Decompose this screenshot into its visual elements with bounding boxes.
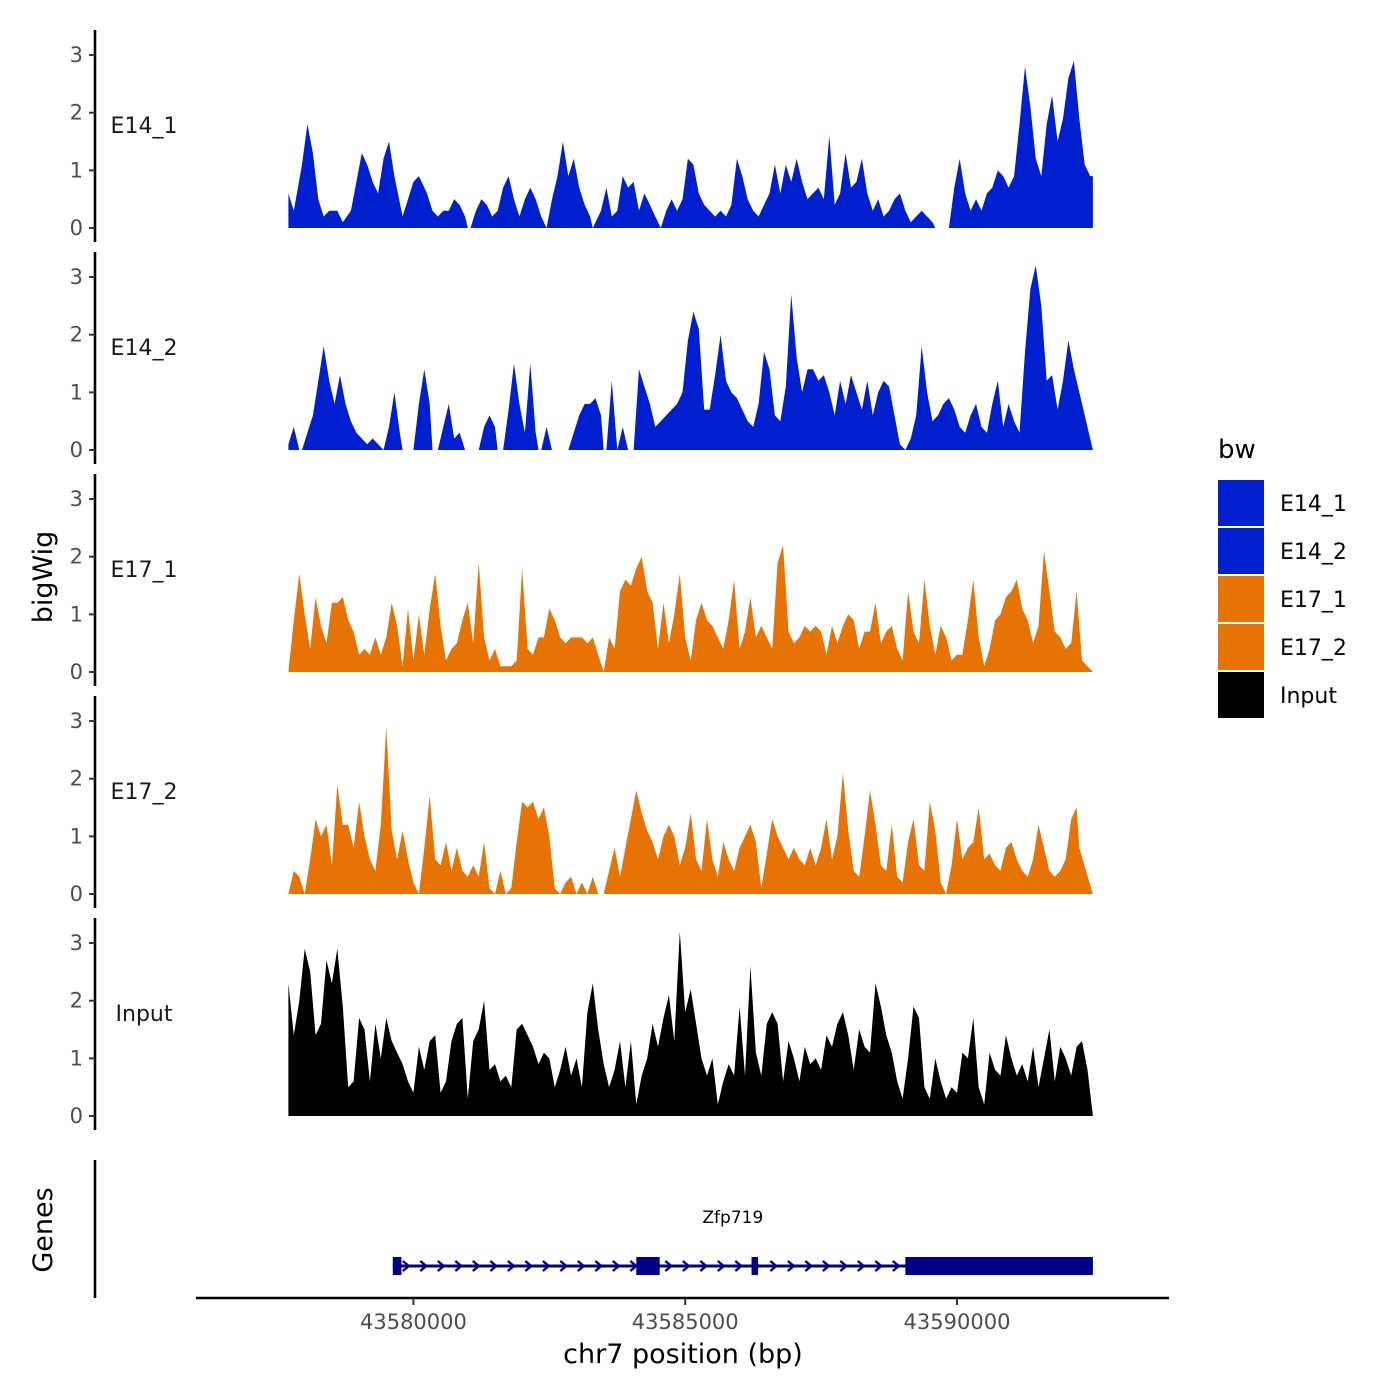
strand-arrow [542, 1260, 551, 1272]
track-label: Input [116, 1002, 173, 1027]
legend-label: E14_2 [1280, 540, 1347, 565]
legend-label: Input [1280, 684, 1337, 709]
legend-key-e17-1 [1218, 576, 1264, 622]
coverage-area [288, 60, 1093, 228]
track-label: E14_1 [111, 114, 178, 139]
genes-panel: Zfp719 [93, 1160, 1093, 1298]
track-e17-1: 0 1 2 3 E17_1 [70, 474, 1093, 686]
strand-arrow [857, 1260, 866, 1272]
y-tick-label: 1 [70, 380, 83, 404]
y-tick-label: 3 [70, 487, 83, 511]
y-tick-label: 0 [70, 216, 83, 240]
strand-arrow [822, 1260, 831, 1272]
y-axis-title: bigWig [28, 531, 59, 624]
strand-arrow [892, 1260, 901, 1272]
legend: bw E14_1 E14_2 E17_1 E17_2 Input [1218, 435, 1347, 718]
legend-key-input [1218, 672, 1264, 718]
gene-exon [751, 1257, 759, 1275]
y-tick-label: 0 [70, 438, 83, 462]
y-tick-label: 0 [70, 660, 83, 684]
legend-key-e17-2 [1218, 624, 1264, 670]
strand-arrow [717, 1260, 726, 1272]
strand-arrow [682, 1260, 691, 1272]
coverage-area [288, 931, 1093, 1116]
track-e14-2: 0 1 2 3 E14_2 [70, 252, 1093, 464]
x-tick-label: 43585000 [632, 1310, 739, 1334]
y-tick-label: 2 [70, 101, 83, 125]
legend-label: E14_1 [1280, 492, 1347, 517]
track-label: E17_1 [111, 558, 178, 583]
x-axis: 43580000 43585000 43590000 [196, 1296, 1169, 1334]
strand-arrow [874, 1260, 884, 1272]
y-tick-label: 3 [70, 709, 83, 733]
y-tick-label: 3 [70, 43, 83, 67]
strand-arrow [559, 1260, 569, 1272]
track-e17-2: 0 1 2 3 E17_2 [70, 696, 1093, 908]
gene-exon [905, 1257, 1093, 1275]
strand-arrow [594, 1260, 604, 1272]
gene-name-label: Zfp719 [702, 1208, 763, 1228]
strand-arrow [787, 1260, 796, 1272]
genes-axis-title: Genes [28, 1187, 59, 1272]
strand-arrow [804, 1260, 814, 1272]
y-tick-label: 0 [70, 882, 83, 906]
strand-arrow [402, 1260, 411, 1272]
track-label: E14_2 [111, 336, 178, 361]
x-tick-label: 43590000 [904, 1310, 1011, 1334]
coverage-area [288, 726, 1093, 894]
y-tick-label: 3 [70, 265, 83, 289]
strand-arrow [699, 1260, 709, 1272]
strand-arrow [489, 1260, 499, 1272]
strand-arrow [577, 1260, 586, 1272]
y-tick-label: 1 [70, 1046, 83, 1070]
strand-arrow [664, 1260, 674, 1272]
strand-arrow [839, 1260, 849, 1272]
legend-title: bw [1218, 435, 1256, 465]
strand-arrow [524, 1260, 534, 1272]
x-axis-title: chr7 position (bp) [563, 1339, 803, 1370]
strand-arrow [507, 1260, 516, 1272]
legend-key-e14-2 [1218, 528, 1264, 574]
strand-arrow [472, 1260, 481, 1272]
strand-arrow [734, 1260, 744, 1272]
legend-label: E17_2 [1280, 636, 1347, 661]
legend-key-e14-1 [1218, 480, 1264, 526]
gene-exon [636, 1257, 660, 1275]
y-tick-label: 1 [70, 602, 83, 626]
coverage-tracks: 0 1 2 3 E14_1 0 1 2 3 E14_2 0 1 2 3 E17_1 0 1 2 3 E17_2 0 1 2 3… [70, 30, 1093, 1130]
track-label: E17_2 [111, 780, 178, 805]
y-tick-label: 2 [70, 323, 83, 347]
y-tick-label: 3 [70, 931, 83, 955]
track-input: 0 1 2 3 Input [70, 918, 1093, 1130]
strand-arrow [454, 1260, 464, 1272]
legend-label: E17_1 [1280, 588, 1347, 613]
y-tick-label: 1 [70, 158, 83, 182]
strand-arrow [612, 1260, 621, 1272]
y-tick-label: 2 [70, 989, 83, 1013]
y-tick-label: 0 [70, 1104, 83, 1128]
track-e14-1: 0 1 2 3 E14_1 [70, 30, 1093, 242]
y-tick-label: 1 [70, 824, 83, 848]
y-tick-label: 2 [70, 767, 83, 791]
strand-arrow [769, 1260, 779, 1272]
y-tick-label: 2 [70, 545, 83, 569]
strand-arrow [419, 1260, 429, 1272]
strand-arrow [437, 1260, 446, 1272]
x-tick-label: 43580000 [360, 1310, 467, 1334]
gene-exon [392, 1257, 402, 1275]
coverage-area [288, 545, 1093, 672]
coverage-area [288, 265, 1093, 450]
